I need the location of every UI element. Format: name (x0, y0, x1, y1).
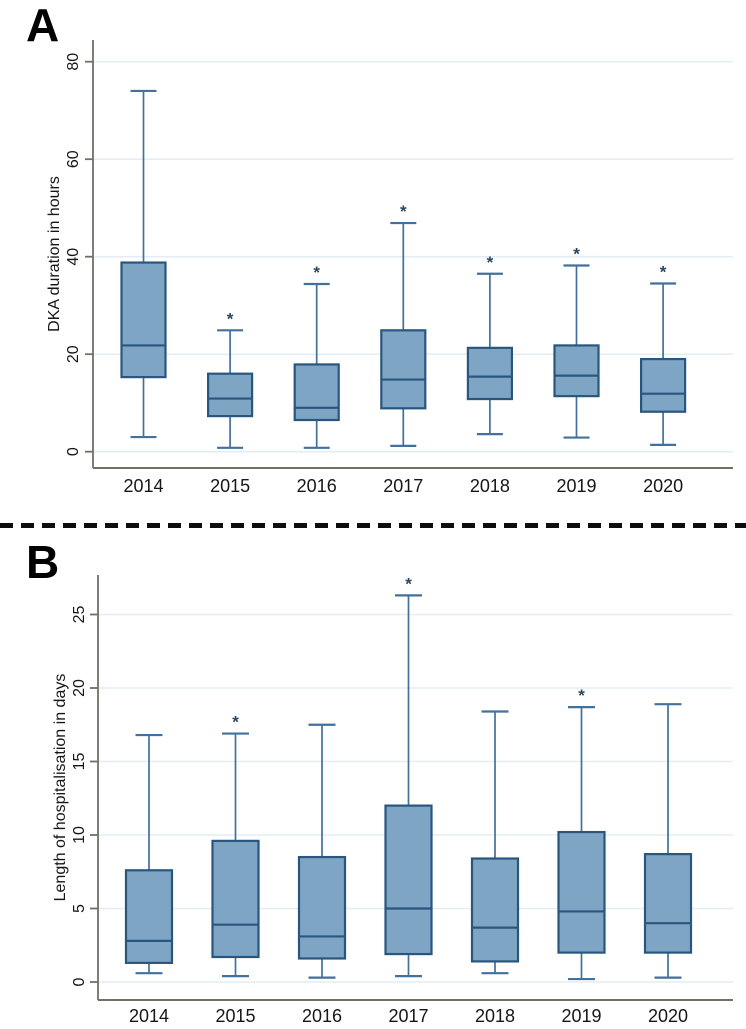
panel-divider-dashed-line (0, 523, 746, 528)
x-tick-label: 2016 (302, 1006, 342, 1026)
boxplot-2014: 2014 (124, 733, 174, 1026)
significance-asterisk: * (313, 263, 320, 282)
panel-b-chart: 0 5 10 15 20 25 Length of hospitalisation in d… (52, 574, 733, 1026)
x-tick-label: 2016 (297, 476, 337, 496)
iqr-box (384, 804, 433, 956)
y-tick-label: 0 (65, 447, 82, 456)
y-tick-label: 10 (71, 826, 88, 844)
boxplot-2017: * 2017 (380, 202, 427, 496)
y-tick-label: 80 (65, 53, 82, 71)
y-axis-title: DKA duration in hours (46, 176, 63, 332)
iqr-box (124, 869, 174, 964)
boxplot-2020: 2020 (643, 703, 693, 1026)
x-tick-label: 2020 (648, 1006, 688, 1026)
y-tick-label: 5 (71, 904, 88, 913)
panel-a-letter: A (26, 0, 59, 51)
x-tick-label: 2015 (210, 476, 250, 496)
boxplot-2019: * 2019 (553, 244, 600, 496)
iqr-box (557, 830, 606, 954)
boxplot-2016: * 2016 (293, 263, 340, 496)
boxplot-2015: * 2015 (211, 713, 260, 1026)
y-tick-label: 25 (71, 606, 88, 624)
x-tick-label: 2017 (388, 1006, 428, 1026)
significance-asterisk: * (573, 244, 580, 263)
significance-asterisk: * (232, 713, 239, 732)
y-tick-label: 40 (65, 248, 82, 266)
boxplot-2019: * 2019 (557, 686, 606, 1026)
significance-asterisk: * (487, 253, 494, 272)
iqr-box (120, 261, 167, 379)
y-tick-label: 20 (71, 679, 88, 697)
x-tick-label: 2014 (123, 476, 163, 496)
iqr-box (293, 363, 340, 422)
y-axis-title: Length of hospitalisation in days (52, 674, 69, 902)
x-tick-label: 2019 (561, 1006, 601, 1026)
iqr-box (643, 853, 693, 954)
boxplot-2014: 2014 (120, 89, 167, 496)
x-tick-label: 2018 (475, 1006, 515, 1026)
iqr-box (470, 857, 520, 963)
x-tick-label: 2020 (643, 476, 683, 496)
boxplot-2020: * 2020 (639, 263, 687, 496)
panel-b-letter: B (26, 536, 59, 588)
iqr-box (211, 839, 260, 959)
panel-b: B 0 5 10 15 20 25 Length of hospitalisation in… (0, 527, 746, 1029)
boxplot-2017: * 2017 (384, 574, 433, 1026)
iqr-box (466, 346, 513, 401)
y-tick-label: 20 (65, 345, 82, 363)
x-tick-label: 2018 (470, 476, 510, 496)
significance-asterisk: * (400, 202, 407, 221)
significance-asterisk: * (405, 574, 412, 593)
boxplot-2016: 2016 (297, 723, 347, 1026)
y-tick-label: 0 (71, 977, 88, 986)
iqr-box (639, 357, 687, 413)
significance-asterisk: * (578, 686, 585, 705)
significance-asterisk: * (227, 309, 234, 328)
y-tick-label: 60 (65, 150, 82, 168)
x-tick-label: 2015 (215, 1006, 255, 1026)
x-tick-label: 2019 (556, 476, 596, 496)
iqr-box (380, 329, 427, 410)
x-tick-label: 2014 (129, 1006, 169, 1026)
boxplot-2018: * 2018 (466, 253, 513, 496)
boxplot-2018: 2018 (470, 710, 520, 1026)
iqr-box (297, 855, 347, 960)
boxplot-2015: * 2015 (207, 309, 254, 496)
x-tick-label: 2017 (383, 476, 423, 496)
y-tick-label: 15 (71, 753, 88, 771)
iqr-box (207, 372, 254, 418)
panel-a: A 0 20 40 60 80 DKA duration in hours 2014 * 201… (26, 0, 733, 496)
significance-asterisk: * (660, 263, 667, 282)
iqr-box (553, 344, 600, 398)
